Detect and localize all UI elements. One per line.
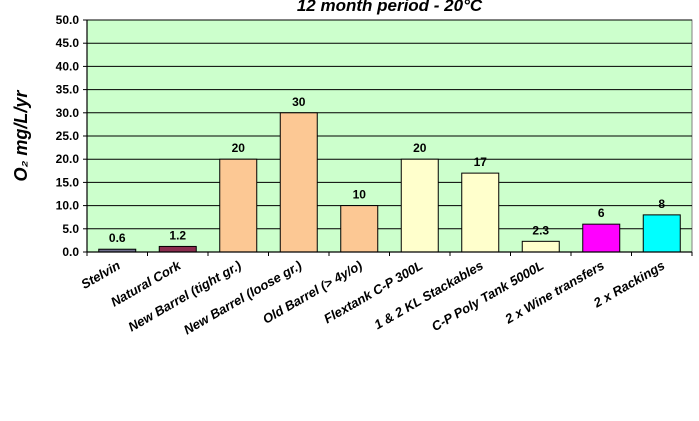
y-tick-label: 20.0 bbox=[56, 152, 80, 166]
data-label: 17 bbox=[474, 155, 488, 169]
y-tick-label: 35.0 bbox=[56, 83, 80, 97]
y-tick-label: 15.0 bbox=[56, 175, 80, 189]
bar bbox=[219, 158, 258, 253]
bar bbox=[642, 214, 681, 253]
x-tick-label: Old Barrel (> 4y/o) bbox=[260, 258, 365, 327]
data-label: 8 bbox=[658, 197, 665, 211]
data-label: 30 bbox=[292, 95, 306, 109]
data-label: 20 bbox=[232, 141, 246, 155]
y-tick-label: 50.0 bbox=[56, 13, 80, 27]
y-tick-label: 25.0 bbox=[56, 129, 80, 143]
data-label: 6 bbox=[598, 206, 605, 220]
y-axis-label: O₂ mg/L/yr bbox=[11, 90, 31, 182]
bar bbox=[158, 245, 197, 253]
bar bbox=[400, 158, 439, 253]
bars bbox=[98, 112, 681, 253]
x-tick-label: Flextank C-P 300L bbox=[321, 258, 425, 327]
data-label: 20 bbox=[413, 141, 427, 155]
y-tick-label: 5.0 bbox=[62, 222, 79, 236]
data-label: 2.3 bbox=[532, 223, 549, 237]
x-tick-label: C-P Poly Tank 5000L bbox=[429, 258, 546, 334]
y-tick-label: 30.0 bbox=[56, 106, 80, 120]
x-tick-label: Stelvin bbox=[78, 258, 122, 292]
y-tick-label: 0.0 bbox=[62, 245, 79, 259]
bar bbox=[461, 172, 500, 253]
y-tick-label: 10.0 bbox=[56, 199, 80, 213]
data-label: 10 bbox=[353, 188, 367, 202]
data-labels: 0.6 1.2 20 30 10 20 17 2.3 6 8 bbox=[109, 95, 666, 245]
data-label: 0.6 bbox=[109, 231, 126, 245]
chart-title: 12 month period - 20°C bbox=[297, 0, 483, 15]
x-tick-label: 2 x Wine transfers bbox=[501, 258, 606, 327]
data-label: 1.2 bbox=[169, 228, 186, 242]
bar bbox=[340, 205, 379, 253]
bar bbox=[521, 240, 560, 253]
y-tick-label: 45.0 bbox=[56, 36, 80, 50]
bar bbox=[279, 112, 318, 253]
bar bbox=[582, 223, 621, 253]
y-tick-label: 40.0 bbox=[56, 59, 80, 73]
